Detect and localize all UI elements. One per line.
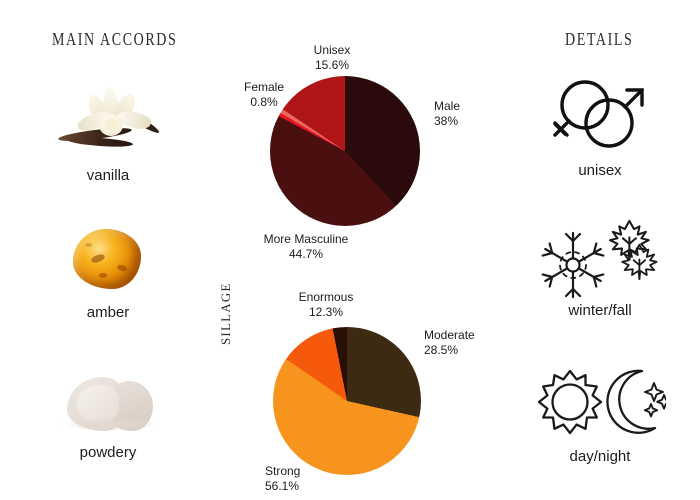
detail-label: winter/fall: [568, 302, 632, 319]
sillage-label-strong: Strong 56.1%: [265, 464, 301, 493]
sillage-axis-label: SILLAGE: [218, 282, 233, 345]
accord-label: powdery: [79, 444, 137, 461]
detail-item-day-night: day/night: [520, 358, 680, 465]
face-powder-image: [33, 355, 183, 440]
detail-item-winter-fall: winter/fall: [520, 212, 680, 319]
snowflake-and-maple-leaves-icon: [520, 212, 680, 300]
gender-label-more-masculine: More Masculine 44.7%: [263, 232, 349, 261]
accord-label: amber: [86, 304, 130, 321]
gender-unisex-icon: [520, 72, 680, 160]
sillage-label-moderate: Moderate 28.5%: [424, 328, 475, 357]
vanilla-flower-and-pods-image: [33, 78, 183, 163]
accord-item-powdery: powdery: [33, 355, 183, 461]
details-heading: DETAILS: [565, 31, 634, 50]
sun-and-crescent-moon-icon: [520, 358, 680, 446]
detail-item-unisex: unisex: [520, 72, 680, 179]
sillage-pie-slices: [273, 327, 421, 475]
gender-label-female: Female 0.8%: [243, 80, 284, 109]
amber-stone-image: [33, 215, 183, 300]
detail-label: unisex: [578, 162, 622, 179]
detail-label: day/night: [569, 448, 631, 465]
accord-item-amber: amber: [33, 215, 183, 321]
gender-pie-chart: [270, 76, 420, 226]
sillage-label-enormous: Enormous 12.3%: [298, 290, 354, 319]
accord-item-vanilla: vanilla: [33, 78, 183, 184]
gender-label-unisex: Unisex 15.6%: [313, 43, 351, 72]
gender-pie-slices: [270, 76, 420, 226]
gender-label-male: Male 38%: [434, 99, 461, 128]
sillage-pie-chart: [273, 327, 421, 475]
accord-label: vanilla: [86, 167, 130, 184]
main-accords-heading: MAIN ACCORDS: [52, 31, 178, 50]
